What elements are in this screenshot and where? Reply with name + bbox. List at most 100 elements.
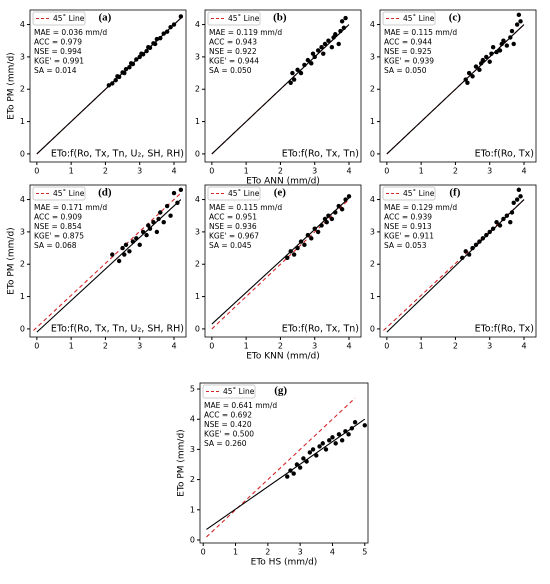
x-tick-label: 3 xyxy=(137,342,142,351)
point xyxy=(309,236,314,241)
x-tick-label: 3 xyxy=(298,548,303,557)
stat-text: MAE = 0.641 mm/d xyxy=(204,401,277,410)
formula: ETo:f(Ro, Tx, Tn, U₂, SH, RH) xyxy=(51,324,184,335)
point xyxy=(497,48,503,53)
stat-text: NSE = 0.913 xyxy=(384,222,432,231)
point xyxy=(116,74,122,80)
point xyxy=(326,38,331,43)
x-axis-label: ETo KNN (mm/d) xyxy=(246,352,320,362)
point xyxy=(158,35,163,41)
x-tick-label: 2 xyxy=(103,167,108,176)
y-tick-label: 4 xyxy=(195,195,200,204)
point xyxy=(285,474,290,479)
point xyxy=(291,471,296,476)
point xyxy=(352,420,358,425)
point xyxy=(508,35,513,40)
fit-line xyxy=(211,24,350,155)
stat-text: SA = 0.053 xyxy=(384,241,427,250)
fit-line xyxy=(386,24,525,155)
point xyxy=(466,70,472,76)
fit-line xyxy=(36,199,182,333)
point xyxy=(338,28,343,34)
point xyxy=(171,190,177,196)
point xyxy=(291,252,297,257)
x-tick-label: 3 xyxy=(312,342,317,351)
point xyxy=(122,70,127,76)
y-axis-label: ETo PM (mm/d) xyxy=(7,227,17,294)
point xyxy=(178,187,184,193)
y-tick-label: 1 xyxy=(195,117,200,126)
point xyxy=(484,54,489,60)
stat-text: SA = 0.260 xyxy=(204,439,247,448)
point xyxy=(518,194,523,199)
point xyxy=(490,44,496,50)
point xyxy=(134,57,139,62)
stat-text: SA = 0.050 xyxy=(384,66,427,75)
point xyxy=(291,77,297,82)
point xyxy=(314,453,319,458)
plot-frame xyxy=(204,184,362,338)
point xyxy=(320,441,325,446)
point xyxy=(315,48,321,53)
point xyxy=(305,57,311,63)
panel-label: (e) xyxy=(274,187,287,199)
y-tick-label: 4 xyxy=(370,195,375,204)
point xyxy=(302,62,307,68)
point xyxy=(113,77,118,83)
point xyxy=(312,54,317,60)
point xyxy=(343,197,348,202)
x-tick-label: 1 xyxy=(244,342,249,351)
panel: 0 1 2 3 4 5 0 1 2 3 4 5 45˚ Line MAE = 0.641 mm/dACC … xyxy=(177,382,369,568)
legend-label: 45˚ Line xyxy=(403,14,435,23)
point xyxy=(312,226,317,231)
point xyxy=(494,49,499,55)
y-tick-label: 0 xyxy=(370,324,375,333)
stat-text: ACC = 0.951 xyxy=(209,213,257,222)
point xyxy=(321,51,326,56)
legend-box xyxy=(32,11,86,26)
x-tick-label: 1 xyxy=(419,342,424,351)
x-tick-label: 1 xyxy=(233,548,238,557)
point xyxy=(487,229,492,235)
point xyxy=(127,249,132,254)
x-tick-label: 2 xyxy=(265,548,270,557)
point xyxy=(323,447,329,452)
legend-label: 45˚ Line xyxy=(228,189,260,198)
y-tick-label: 2 xyxy=(190,475,195,484)
x-tick-label: 1 xyxy=(69,167,74,176)
point xyxy=(288,249,293,254)
point xyxy=(339,207,345,212)
x-tick-label: 1 xyxy=(244,167,249,176)
point xyxy=(140,52,146,57)
point xyxy=(509,28,515,34)
stat-text: KGE' = 0.911 xyxy=(384,232,434,241)
point xyxy=(494,219,499,225)
panel-label: (a) xyxy=(98,12,111,24)
stat-text: SA = 0.014 xyxy=(34,66,77,75)
point xyxy=(168,213,173,218)
point xyxy=(509,210,515,215)
panel-label: (d) xyxy=(98,187,112,199)
y-tick-label: 1 xyxy=(20,292,25,301)
point xyxy=(106,83,112,88)
x-tick-label: 2 xyxy=(278,167,283,176)
point xyxy=(514,22,520,27)
stat-text: SA = 0.045 xyxy=(209,241,252,250)
point xyxy=(336,203,341,209)
y-tick-label: 3 xyxy=(195,52,200,61)
stat-text: KGE' = 0.944 xyxy=(209,57,259,66)
point xyxy=(322,41,328,47)
x-tick-label: 3 xyxy=(487,342,492,351)
point xyxy=(123,66,129,72)
point xyxy=(122,252,127,257)
panel-label: (g) xyxy=(274,385,287,397)
point xyxy=(298,239,304,244)
point xyxy=(175,200,180,205)
formula: ETo:f(Ro, Tx) xyxy=(475,149,534,160)
plot-frame xyxy=(379,9,537,163)
x-tick-label: 4 xyxy=(346,167,351,176)
